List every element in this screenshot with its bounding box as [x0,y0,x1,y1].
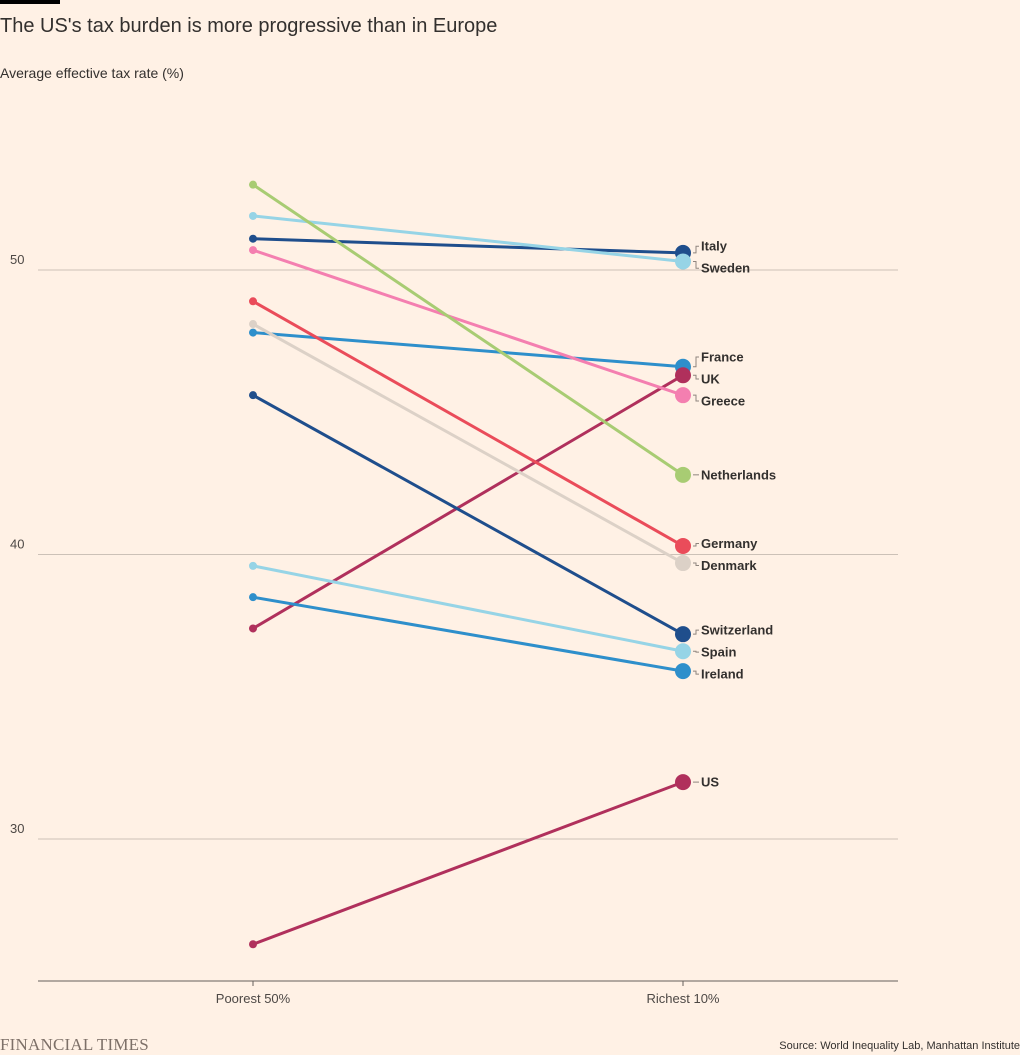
series-label: France [701,350,744,365]
lines-layer [251,183,685,946]
start-point [249,561,257,570]
chart-title: The US's tax burden is more progressive … [0,15,498,37]
end-point [675,387,691,404]
x-tick-label: Richest 10% [647,991,720,1006]
start-point [249,234,257,243]
x-tick-label: Poorest 50% [216,991,291,1006]
start-point [249,328,257,337]
end-point [675,626,691,643]
y-tick-label: 40 [10,537,24,552]
labels-layer: Italy Sweden France UK Greece Netherlands Germ… [693,239,776,790]
start-point [249,593,257,602]
end-point [675,555,691,572]
series-line [251,299,685,548]
start-point [249,940,257,949]
series-line [251,564,685,653]
series-label: Italy [701,239,728,254]
series-label: Denmark [701,558,757,573]
start-point [249,246,257,255]
label-leader [693,670,699,675]
label-leader [693,245,699,254]
start-point [249,391,257,400]
start-point [249,320,257,329]
end-point [675,537,691,554]
y-tick-label: 50 [10,252,24,267]
series-line [251,780,685,946]
label-leader [693,650,699,653]
start-point [249,624,257,633]
series-label: Ireland [701,667,744,682]
series-line [251,237,685,255]
end-point [675,466,691,483]
end-point [675,643,691,660]
label-leader [693,562,699,566]
end-point [675,663,691,680]
y-tick-label: 30 [10,821,24,836]
label-leader [693,394,699,402]
series-line [251,331,685,369]
label-leader [693,629,699,635]
series-line [251,214,685,263]
series-label: US [701,775,719,790]
start-point [249,297,257,306]
series-label: Switzerland [701,623,773,638]
start-point [249,180,257,189]
series-label: Sweden [701,261,750,276]
chart-subtitle: Average effective tax rate (%) [0,65,184,81]
series-line [251,248,685,397]
dots-layer [249,180,691,949]
series-label: Germany [701,536,758,551]
label-leader [693,374,699,380]
series-label: Greece [701,394,745,409]
end-point [675,253,691,270]
series-line [251,322,685,565]
label-leader [693,543,699,547]
top-accent-bar [0,0,60,4]
source-note: Source: World Inequality Lab, Manhattan … [779,1040,1020,1052]
series-label: Spain [701,645,736,660]
start-point [249,211,257,220]
series-label: UK [701,372,720,387]
grid-layer: 30 40 50 Poorest 50% Richest 10% [10,252,898,1006]
series-line [251,183,685,477]
end-point [675,367,691,384]
ft-logo: FINANCIAL TIMES [0,1035,149,1054]
series-line [251,373,685,630]
series-line [251,393,685,636]
series-label: Netherlands [701,467,776,482]
label-leader [693,260,699,269]
end-point [675,774,691,791]
label-leader [693,356,699,368]
series-line [251,595,685,673]
